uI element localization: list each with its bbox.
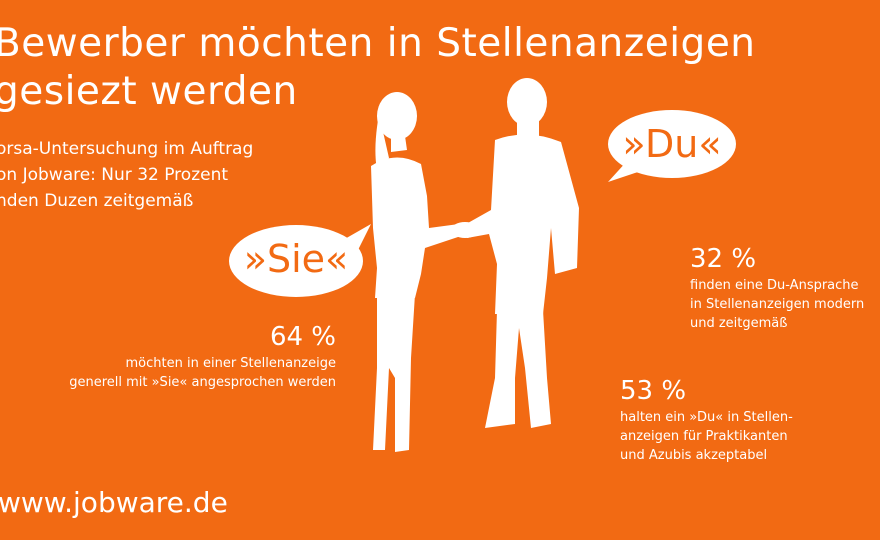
stat-sie-line-1: möchten in einer Stellenanzeige [125, 356, 336, 371]
stat-du-interns-line-3: und Azubis akzeptabel [620, 448, 768, 463]
stat-sie: 64 % möchten in einer Stellenanzeige gen… [40, 322, 336, 392]
stat-du-modern: 32 % finden eine Du-Ansprache in Stellen… [690, 244, 864, 333]
stat-sie-description: möchten in einer Stellenanzeige generell… [40, 354, 336, 392]
stat-du-modern-value: 32 % [690, 244, 757, 274]
handshake-silhouette-icon [371, 78, 579, 452]
stat-du-interns-description: halten ein »Du« in Stellen- anzeigen für… [620, 408, 793, 465]
du-speech-bubble: »Du« [600, 108, 740, 184]
infographic-subtitle: orsa-Untersuchung im Auftrag on Jobware:… [0, 136, 253, 214]
stat-du-interns-line-1: halten ein »Du« in Stellen- [620, 410, 793, 425]
sie-bubble-label: »Sie« [243, 237, 349, 281]
title-line-2: gesiezt werden [0, 69, 298, 114]
subtitle-line-3: nden Duzen zeitgemäß [0, 191, 194, 211]
stat-du-modern-description: finden eine Du-Ansprache in Stellenanzei… [690, 276, 864, 333]
du-bubble-label: »Du« [622, 122, 722, 166]
stat-sie-value: 64 % [269, 322, 336, 352]
stat-du-modern-line-3: und zeitgemäß [690, 316, 788, 331]
title-line-1: Bewerber möchten in Stellenanzeigen [0, 21, 756, 66]
subtitle-line-2: on Jobware: Nur 32 Prozent [0, 165, 229, 185]
footer-url: www.jobware.de [0, 486, 228, 519]
speech-bubble-icon [608, 110, 736, 182]
stat-du-modern-line-2: in Stellenanzeigen modern [690, 297, 865, 312]
subtitle-line-1: orsa-Untersuchung im Auftrag [0, 139, 254, 159]
infographic-title: Bewerber möchten in Stellenanzeigen gesi… [0, 20, 756, 116]
stat-du-interns-value: 53 % [620, 376, 687, 406]
sie-speech-bubble: »Sie« [225, 222, 375, 300]
stat-du-interns: 53 % halten ein »Du« in Stellen- anzeige… [620, 376, 793, 465]
stat-du-interns-line-2: anzeigen für Praktikanten [620, 429, 788, 444]
speech-bubble-icon [229, 224, 371, 297]
stat-du-modern-line-1: finden eine Du-Ansprache [690, 278, 859, 293]
stat-sie-line-2: generell mit »Sie« angesprochen werden [69, 375, 336, 390]
